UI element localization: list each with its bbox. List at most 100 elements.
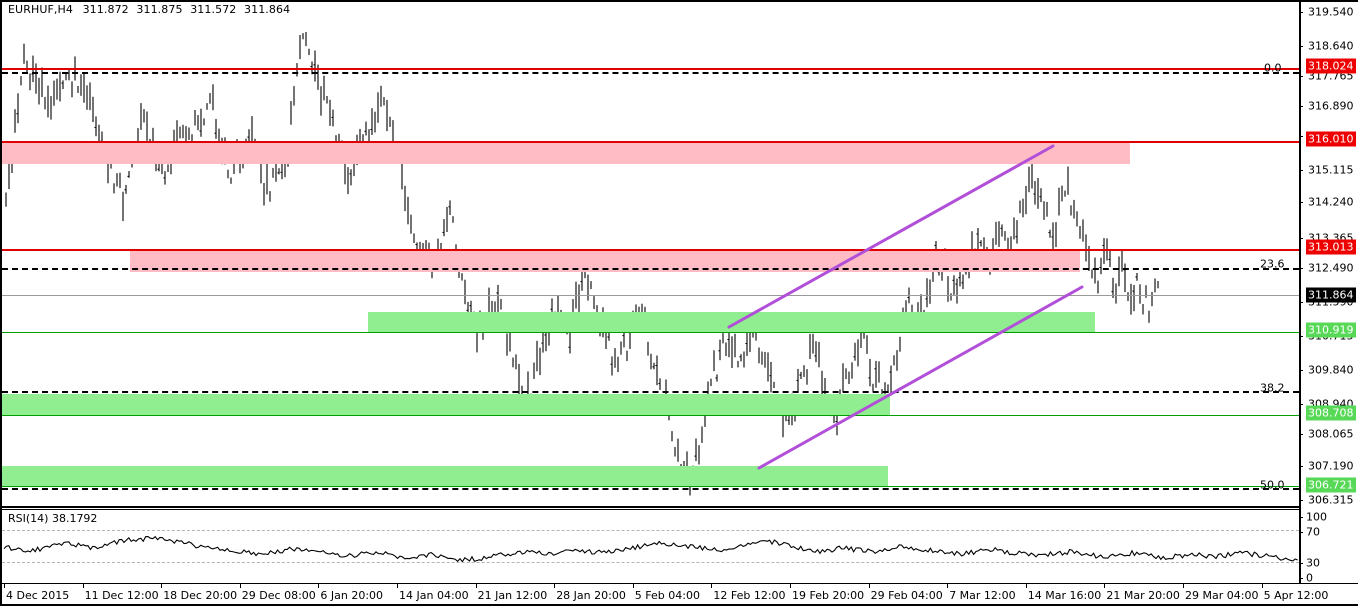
price-marker-306-721[interactable]: 306.721 [1306, 477, 1356, 493]
price-marker-316-010[interactable]: 316.010 [1306, 131, 1356, 147]
price-tick [1299, 404, 1303, 405]
rsi-axis-100: 100 [1306, 510, 1327, 524]
support-zone-306 [2, 466, 888, 487]
price-tick-label: 315.115 [1308, 163, 1354, 177]
time-tick [397, 583, 398, 588]
price-tick [1299, 136, 1303, 137]
current-price-line [2, 295, 1299, 296]
time-tick [632, 583, 634, 588]
price-axis[interactable]: 319.540318.640317.765316.890316.010315.1… [1299, 0, 1358, 585]
ohlc-values: 311.872 311.875 311.572 311.864 [83, 3, 295, 16]
symbol-timeframe-label: EURHUF,H4 [8, 3, 73, 16]
price-tick [1299, 106, 1303, 107]
low-value: 311.572 [190, 3, 237, 16]
price-tick [1299, 238, 1303, 239]
rsi-curve [3, 535, 1298, 563]
price-tick [1299, 370, 1303, 371]
fib-label-50: 50.0 [1260, 478, 1285, 492]
time-tick [790, 583, 791, 588]
price-tick-label: 308.065 [1308, 427, 1354, 441]
open-value: 311.872 [82, 3, 129, 16]
price-marker-318-024[interactable]: 318.024 [1306, 58, 1356, 74]
support-line-306 [2, 486, 1299, 487]
time-tick [82, 583, 84, 588]
rsi-line [3, 535, 1298, 563]
quote-header: EURHUF,H4 311.872 311.875 311.572 311.86… [8, 3, 294, 16]
time-tick-label: 12 Feb 12:00 [713, 589, 786, 602]
time-tick-label: 5 Apr 12:00 [1263, 589, 1329, 602]
resistance-line-318 [2, 68, 1299, 70]
time-axis-divider [2, 583, 1358, 584]
price-marker-311-864[interactable]: 311.864 [1306, 287, 1356, 303]
price-marker-313-013[interactable]: 313.013 [1306, 239, 1356, 255]
time-tick [947, 583, 949, 588]
price-tick [1299, 466, 1303, 467]
price-tick-label: 312.490 [1308, 261, 1354, 275]
resistance-line-316 [2, 141, 1299, 143]
time-tick [554, 583, 556, 588]
price-tick [1299, 302, 1303, 303]
time-tick-label: 29 Feb 04:00 [870, 589, 943, 602]
price-tick [1299, 268, 1303, 269]
time-tick-label: 14 Jan 04:00 [399, 589, 469, 602]
price-tick [1299, 12, 1303, 13]
price-tick-label: 318.640 [1308, 39, 1354, 53]
rsi-tick-100 [1299, 517, 1303, 518]
resistance-zone-316 [2, 142, 1130, 164]
lower-trendline[interactable] [757, 285, 1084, 470]
support-line-310 [2, 332, 1299, 333]
high-value: 311.875 [136, 3, 183, 16]
close-value: 311.864 [244, 3, 291, 16]
rsi-plot-area[interactable] [2, 510, 1299, 583]
time-tick [318, 583, 320, 588]
time-tick [239, 583, 241, 588]
price-tick-label: 309.840 [1308, 363, 1354, 377]
price-tick [1299, 202, 1303, 203]
fib-line-0 [2, 72, 1299, 74]
trend-channel[interactable] [2, 2, 1299, 506]
rsi-level-30-line [2, 562, 1299, 563]
rsi-axis-70: 70 [1306, 525, 1320, 539]
price-tick [1299, 336, 1303, 337]
price-tick [1299, 170, 1303, 171]
support-zone-308 [2, 394, 890, 416]
price-tick-label: 316.890 [1308, 99, 1354, 113]
panel-divider-2 [2, 509, 1299, 510]
price-tick-label: 306.315 [1308, 493, 1354, 507]
time-tick-label: 21 Jan 12:00 [477, 589, 548, 602]
resistance-line-313 [2, 249, 1299, 251]
price-plot-area[interactable]: 0.0 23.6 38.2 50.0 [2, 2, 1299, 506]
time-tick [475, 583, 477, 588]
support-line-308 [2, 415, 1299, 416]
time-tick [4, 583, 5, 588]
time-tick [1104, 583, 1106, 588]
price-marker-310-919[interactable]: 310.919 [1306, 322, 1356, 338]
fib-line-50 [2, 488, 1299, 490]
rsi-tick-0 [1299, 578, 1303, 579]
time-tick [711, 583, 713, 588]
fib-line-382 [2, 391, 1299, 393]
time-tick-label: 29 Dec 08:00 [241, 589, 316, 602]
time-tick-label: 4 Dec 2015 [6, 589, 70, 602]
upper-trendline[interactable] [727, 144, 1055, 329]
rsi-tick-70 [1299, 532, 1303, 533]
fib-label-236: 23.6 [1260, 257, 1285, 271]
fib-label-382: 38.2 [1260, 381, 1285, 395]
rsi-level-70-line [2, 530, 1299, 531]
time-tick [1025, 583, 1027, 588]
support-zone-310 [368, 312, 1095, 333]
price-marker-308-708[interactable]: 308.708 [1306, 405, 1356, 421]
price-tick [1299, 434, 1303, 435]
time-tick-label: 19 Feb 20:00 [792, 589, 865, 602]
time-tick-label: 6 Jan 20:00 [320, 589, 384, 602]
rsi-tick-30 [1299, 563, 1303, 564]
rsi-axis-30: 30 [1306, 556, 1320, 570]
time-tick [1183, 583, 1184, 588]
price-tick-label: 307.190 [1308, 459, 1354, 473]
panel-divider [2, 506, 1299, 508]
rsi-indicator-label: RSI(14) 38.1792 [8, 512, 98, 525]
rsi-axis-0: 0 [1306, 571, 1313, 585]
resistance-zone-313 [130, 250, 1080, 272]
time-tick-label: 28 Jan 20:00 [556, 589, 626, 602]
